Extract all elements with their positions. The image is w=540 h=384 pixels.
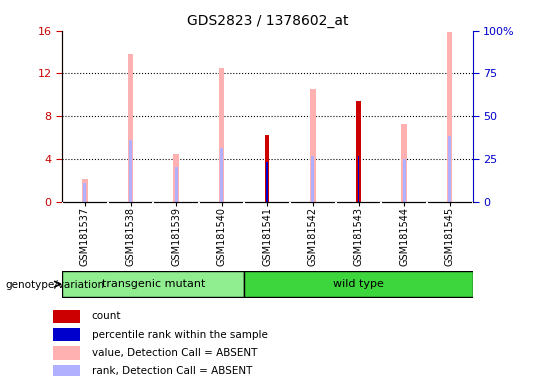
Bar xyxy=(357,154,360,202)
Bar xyxy=(447,32,453,202)
Bar xyxy=(357,156,360,202)
Text: GSM181539: GSM181539 xyxy=(171,207,181,266)
Bar xyxy=(128,54,133,202)
Text: rank, Detection Call = ABSENT: rank, Detection Call = ABSENT xyxy=(92,366,252,376)
Bar xyxy=(402,159,406,202)
Bar xyxy=(266,162,268,202)
Bar xyxy=(448,136,451,202)
Bar xyxy=(82,179,87,202)
Bar xyxy=(265,136,269,202)
Bar xyxy=(53,310,80,323)
Text: wild type: wild type xyxy=(333,279,384,289)
Text: GSM181543: GSM181543 xyxy=(354,207,363,266)
Bar xyxy=(401,124,407,202)
Title: GDS2823 / 1378602_at: GDS2823 / 1378602_at xyxy=(186,14,348,28)
Text: GSM181542: GSM181542 xyxy=(308,207,318,266)
Text: GSM181544: GSM181544 xyxy=(399,207,409,266)
Bar xyxy=(53,328,80,341)
Text: percentile rank within the sample: percentile rank within the sample xyxy=(92,330,268,340)
Text: GSM181545: GSM181545 xyxy=(445,207,455,266)
Bar xyxy=(219,68,225,202)
Text: count: count xyxy=(92,311,122,321)
Text: transgenic mutant: transgenic mutant xyxy=(102,279,205,289)
Bar xyxy=(356,101,361,202)
Bar xyxy=(173,154,179,202)
Bar xyxy=(53,346,80,359)
Bar xyxy=(129,140,132,202)
FancyBboxPatch shape xyxy=(62,271,245,297)
Text: value, Detection Call = ABSENT: value, Detection Call = ABSENT xyxy=(92,348,257,358)
Bar xyxy=(310,89,316,202)
FancyBboxPatch shape xyxy=(245,271,472,297)
Bar xyxy=(83,184,86,202)
Text: GSM181541: GSM181541 xyxy=(262,207,272,266)
Text: GSM181537: GSM181537 xyxy=(80,207,90,266)
Bar xyxy=(220,148,224,202)
Text: genotype/variation: genotype/variation xyxy=(5,280,105,290)
Text: GSM181538: GSM181538 xyxy=(125,207,136,266)
Bar xyxy=(53,365,80,378)
Bar xyxy=(311,156,314,202)
Bar xyxy=(174,167,178,202)
Text: GSM181540: GSM181540 xyxy=(217,207,227,266)
